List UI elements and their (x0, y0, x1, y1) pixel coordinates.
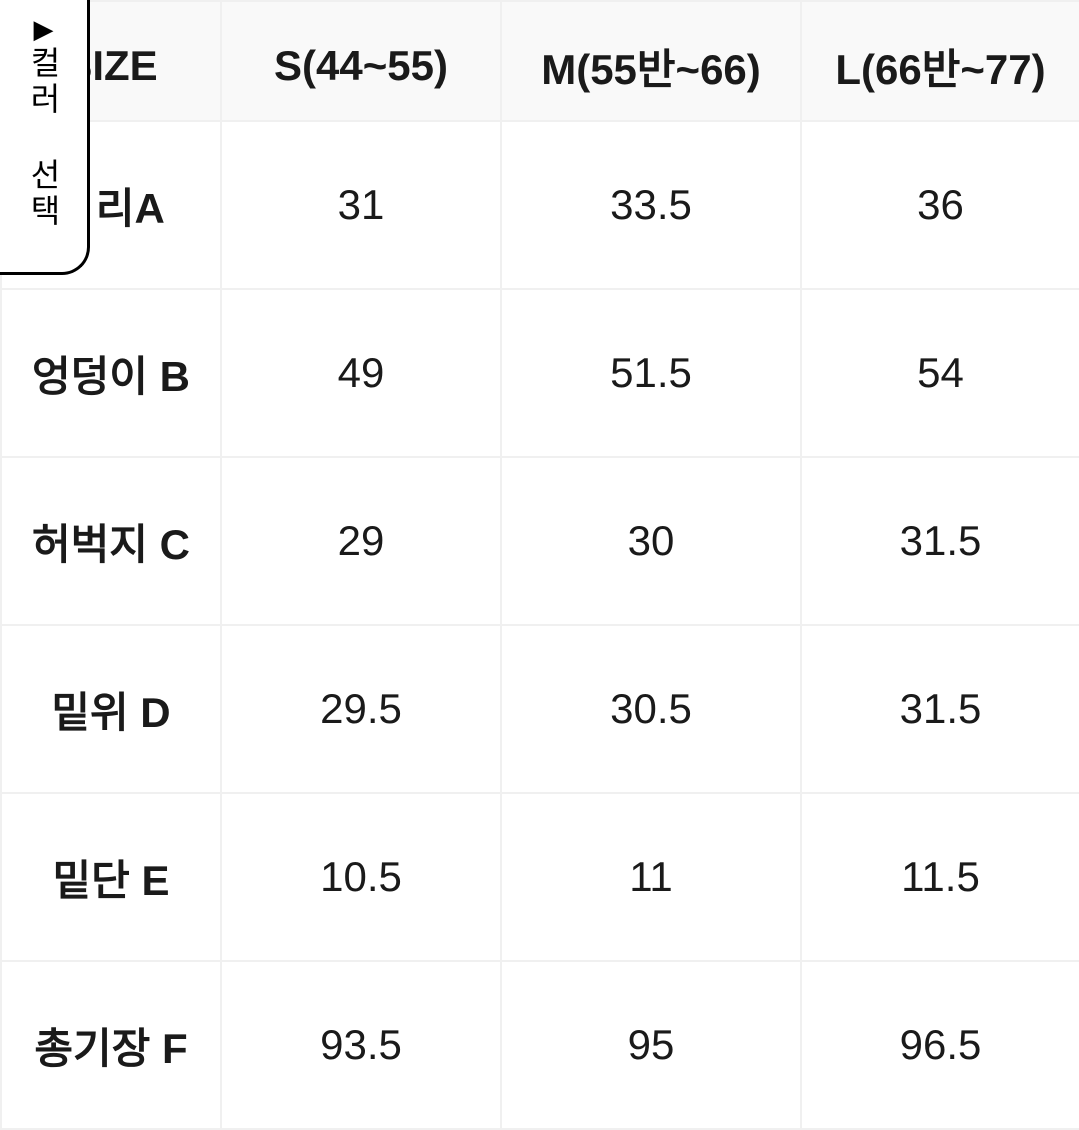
cell-value: 11 (501, 793, 801, 961)
cell-value: 31.5 (801, 625, 1079, 793)
table-header-row: SIZE S(44~55) M(55반~66) L(66반~77) (1, 1, 1079, 121)
cell-value: 30.5 (501, 625, 801, 793)
row-label: 총기장 F (1, 961, 221, 1129)
color-select-label: 컬러 선택 (21, 46, 67, 230)
cell-value: 30 (501, 457, 801, 625)
table-row: 허벅지 C 29 30 31.5 (1, 457, 1079, 625)
col-header-s: S(44~55) (221, 1, 501, 121)
cell-value: 11.5 (801, 793, 1079, 961)
cell-value: 96.5 (801, 961, 1079, 1129)
cell-value: 33.5 (501, 121, 801, 289)
arrow-right-icon: ▶ (34, 16, 54, 42)
cell-value: 95 (501, 961, 801, 1129)
cell-value: 51.5 (501, 289, 801, 457)
row-label: 밑위 D (1, 625, 221, 793)
size-table-container: SIZE S(44~55) M(55반~66) L(66반~77) ᅟᅠ리A 3… (0, 0, 1079, 1130)
col-header-m: M(55반~66) (501, 1, 801, 121)
cell-value: 31 (221, 121, 501, 289)
table-row: 총기장 F 93.5 95 96.5 (1, 961, 1079, 1129)
size-table: SIZE S(44~55) M(55반~66) L(66반~77) ᅟᅠ리A 3… (0, 0, 1079, 1130)
table-row: 엉덩이 B 49 51.5 54 (1, 289, 1079, 457)
cell-value: 49 (221, 289, 501, 457)
cell-value: 36 (801, 121, 1079, 289)
cell-value: 29.5 (221, 625, 501, 793)
cell-value: 10.5 (221, 793, 501, 961)
row-label: 엉덩이 B (1, 289, 221, 457)
table-row: 밑위 D 29.5 30.5 31.5 (1, 625, 1079, 793)
table-row: 밑단 E 10.5 11 11.5 (1, 793, 1079, 961)
table-row: ᅟᅠ리A 31 33.5 36 (1, 121, 1079, 289)
cell-value: 29 (221, 457, 501, 625)
cell-value: 93.5 (221, 961, 501, 1129)
row-label: 허벅지 C (1, 457, 221, 625)
cell-value: 31.5 (801, 457, 1079, 625)
row-label: 밑단 E (1, 793, 221, 961)
cell-value: 54 (801, 289, 1079, 457)
col-header-l: L(66반~77) (801, 1, 1079, 121)
color-select-tab[interactable]: ▶ 컬러 선택 (0, 0, 90, 275)
